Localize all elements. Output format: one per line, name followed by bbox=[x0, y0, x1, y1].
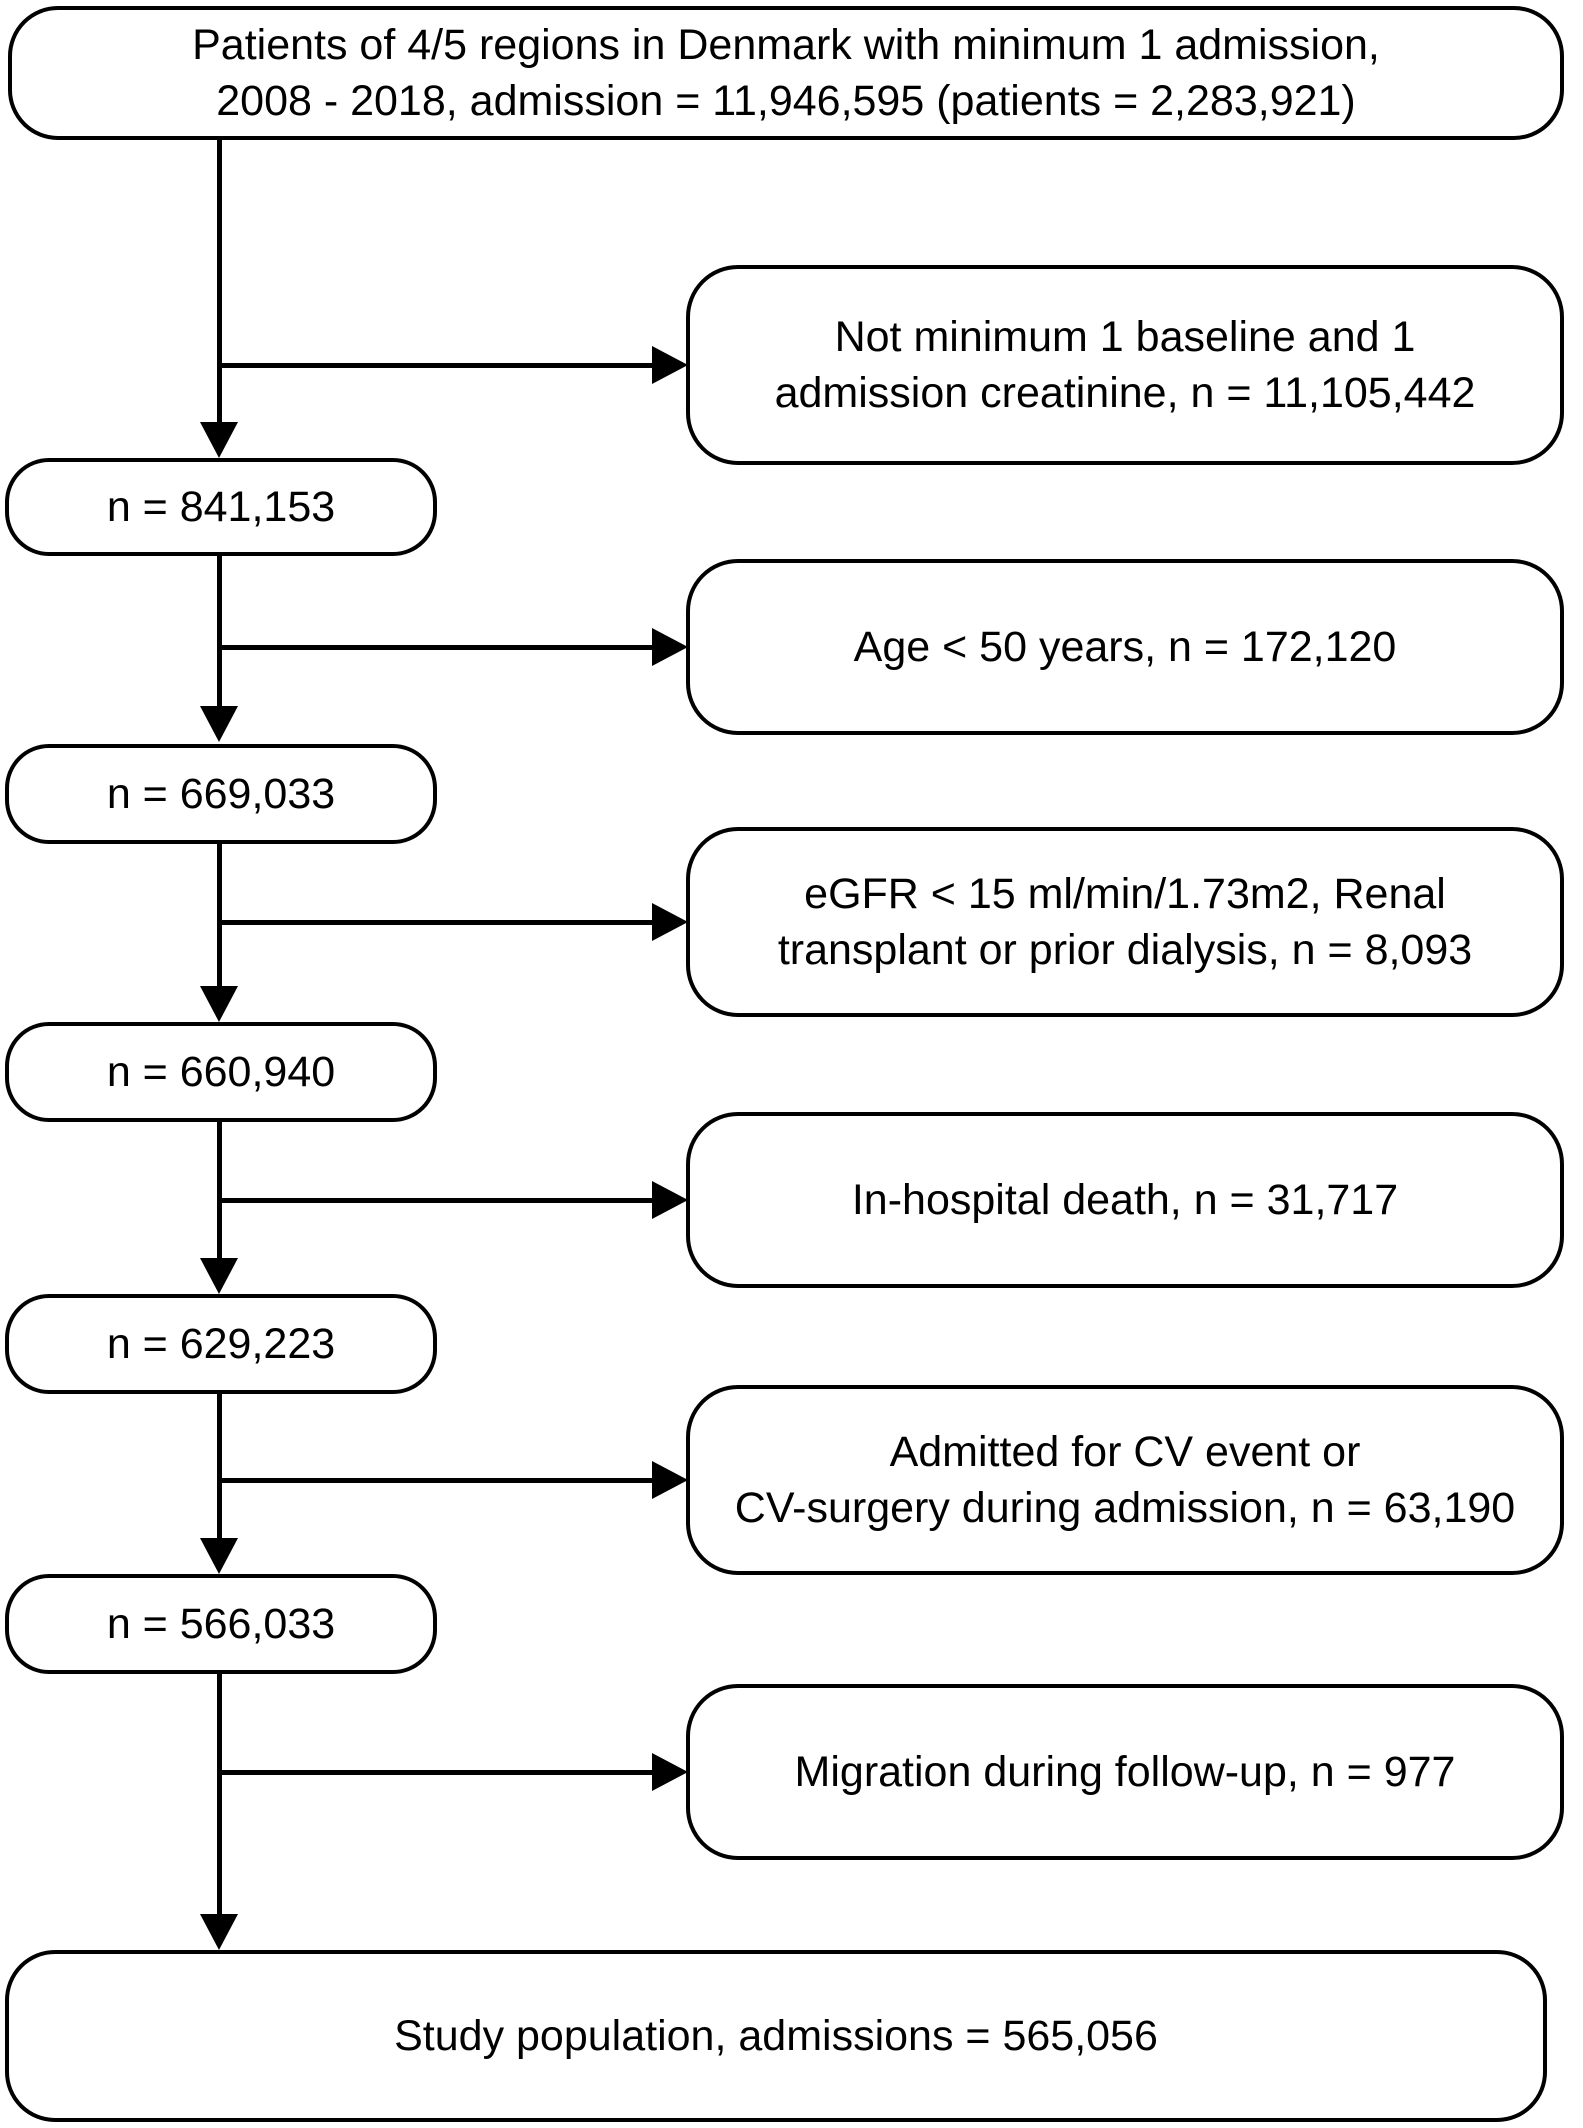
box-text-line: n = 669,033 bbox=[106, 770, 336, 818]
arrow-down-icon bbox=[200, 1914, 238, 1950]
connector-line-vertical bbox=[217, 556, 222, 708]
arrow-right-icon bbox=[652, 1461, 688, 1499]
arrow-down-icon bbox=[200, 706, 238, 742]
box-text-line: Admitted for CV event or bbox=[889, 1428, 1361, 1476]
box-text-line: CV-surgery during admission, n = 63,190 bbox=[734, 1484, 1516, 1532]
box-text-line: transplant or prior dialysis, n = 8,093 bbox=[777, 926, 1473, 974]
box-initial-population: Patients of 4/5 regions in Denmark with … bbox=[8, 6, 1564, 140]
exclusion-box-migration: Migration during follow-up, n = 977 bbox=[686, 1684, 1564, 1860]
box-text-line: 2008 - 2018, admission = 11,946,595 (pat… bbox=[216, 77, 1356, 125]
connector-line-vertical bbox=[217, 1394, 222, 1540]
cohort-box-1: n = 841,153 bbox=[5, 458, 437, 556]
connector-line-horizontal bbox=[219, 1770, 652, 1775]
cohort-box-2: n = 669,033 bbox=[5, 744, 437, 844]
exclusion-box-egfr: eGFR < 15 ml/min/1.73m2, Renal transplan… bbox=[686, 827, 1564, 1017]
connector-line-vertical bbox=[217, 844, 222, 988]
connector-line-horizontal bbox=[219, 920, 652, 925]
exclusion-box-cv-event: Admitted for CV event or CV-surgery duri… bbox=[686, 1385, 1564, 1575]
connector-line-vertical bbox=[217, 140, 222, 424]
cohort-box-3: n = 660,940 bbox=[5, 1022, 437, 1122]
arrow-right-icon bbox=[652, 346, 688, 384]
arrow-down-icon bbox=[200, 1258, 238, 1294]
box-text-line: Age < 50 years, n = 172,120 bbox=[853, 623, 1397, 671]
cohort-box-5: n = 566,033 bbox=[5, 1574, 437, 1674]
connector-line-horizontal bbox=[219, 645, 652, 650]
connector-line-vertical bbox=[217, 1122, 222, 1260]
arrow-right-icon bbox=[652, 1181, 688, 1219]
box-text-line: n = 629,223 bbox=[106, 1320, 336, 1368]
box-text-line: Migration during follow-up, n = 977 bbox=[794, 1748, 1456, 1796]
arrow-down-icon bbox=[200, 1538, 238, 1574]
box-text-line: admission creatinine, n = 11,105,442 bbox=[774, 369, 1476, 417]
arrow-down-icon bbox=[200, 422, 238, 458]
arrow-right-icon bbox=[652, 628, 688, 666]
arrow-down-icon bbox=[200, 986, 238, 1022]
connector-line-vertical bbox=[217, 1674, 222, 1916]
box-text-line: Patients of 4/5 regions in Denmark with … bbox=[192, 21, 1380, 69]
arrow-right-icon bbox=[652, 1753, 688, 1791]
exclusion-box-creatinine: Not minimum 1 baseline and 1 admission c… bbox=[686, 265, 1564, 465]
connector-line-horizontal bbox=[219, 363, 652, 368]
box-text-line: Study population, admissions = 565,056 bbox=[394, 2012, 1158, 2060]
arrow-right-icon bbox=[652, 903, 688, 941]
box-study-population: Study population, admissions = 565,056 bbox=[5, 1950, 1547, 2122]
connector-line-horizontal bbox=[219, 1198, 652, 1203]
box-text-line: n = 841,153 bbox=[106, 483, 336, 531]
connector-line-horizontal bbox=[219, 1478, 652, 1483]
box-text-line: In-hospital death, n = 31,717 bbox=[851, 1176, 1399, 1224]
exclusion-box-inhospital-death: In-hospital death, n = 31,717 bbox=[686, 1112, 1564, 1288]
box-text-line: Not minimum 1 baseline and 1 bbox=[834, 313, 1416, 361]
box-text-line: n = 660,940 bbox=[106, 1048, 336, 1096]
box-text-line: n = 566,033 bbox=[106, 1600, 336, 1648]
exclusion-box-age: Age < 50 years, n = 172,120 bbox=[686, 559, 1564, 735]
box-text-line: eGFR < 15 ml/min/1.73m2, Renal bbox=[804, 870, 1446, 918]
cohort-box-4: n = 629,223 bbox=[5, 1294, 437, 1394]
